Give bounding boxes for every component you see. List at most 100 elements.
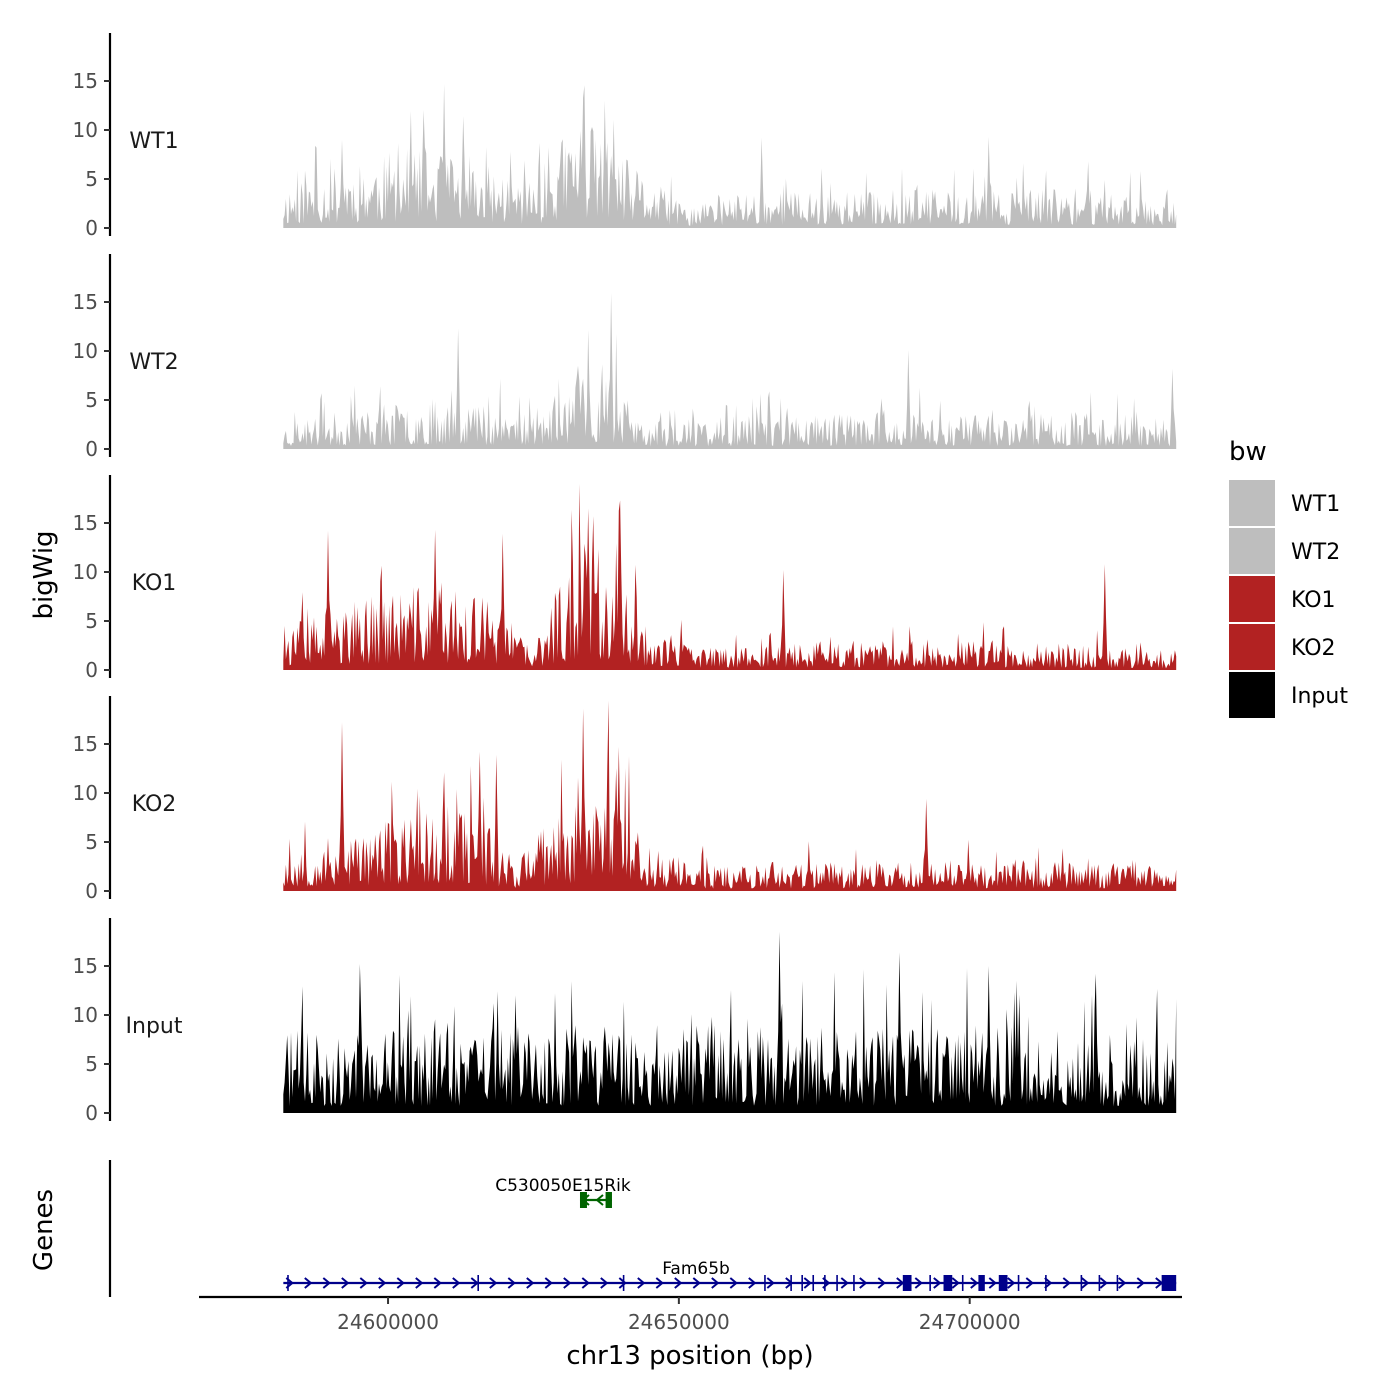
legend-swatch-wt2 [1229, 528, 1275, 574]
strand-arrow [1099, 1277, 1108, 1289]
legend: bw WT1 WT2 KO1 KO2 Input [1229, 437, 1348, 718]
y-tick-label: 15 [73, 69, 98, 93]
x-tick-label: 24700000 [919, 1310, 1021, 1334]
gene-label: C530050E15Rik [495, 1176, 631, 1196]
signal-tracks: 0 5 10 15 WT1 0 5 10 15 WT2 0 5 10 15 KO1 0 5 10 15 KO2 0 5 10… [73, 33, 1177, 1125]
y-tick-label: 0 [85, 879, 98, 903]
strand-arrow [1118, 1277, 1127, 1289]
gene-c530050e15rik: C530050E15Rik [495, 1176, 631, 1208]
y-tick-label: 0 [85, 658, 98, 682]
strand-arrow [711, 1277, 720, 1289]
strand-arrow [507, 1277, 516, 1289]
strand-arrow [859, 1277, 868, 1289]
genes-axis-title: Genes [29, 1189, 59, 1271]
y-tick-label: 5 [85, 388, 98, 412]
strand-arrow [988, 1277, 997, 1289]
y-tick-label: 5 [85, 830, 98, 854]
strand-arrow [618, 1277, 627, 1289]
legend-label-wt1: WT1 [1291, 492, 1340, 517]
strand-arrow [1007, 1277, 1016, 1289]
gene-fam65b: Fam65b [283, 1259, 1177, 1291]
track-label: Input [126, 1014, 183, 1039]
track-label: WT2 [129, 350, 178, 375]
track-label: KO2 [132, 792, 177, 817]
gene-label: Fam65b [662, 1259, 730, 1279]
strand-arrow [655, 1277, 664, 1289]
strand-arrow [840, 1277, 849, 1289]
gene-track: Genes C530050E15Rik Fam65b [29, 1160, 1177, 1297]
y-axis-title: bigWig [29, 530, 59, 619]
gene-exon [579, 1192, 587, 1208]
y-tick-label: 10 [73, 1003, 98, 1027]
strand-arrow [595, 1194, 604, 1206]
strand-arrow [970, 1277, 979, 1289]
legend-swatch-ko1 [1229, 576, 1275, 622]
strand-arrow [914, 1277, 923, 1289]
track-ko1: 0 5 10 15 KO1 [73, 475, 1177, 682]
signal-area-input [283, 931, 1177, 1113]
y-tick-label: 15 [73, 290, 98, 314]
x-tick-label: 24600000 [337, 1310, 439, 1334]
signal-area-ko2 [283, 700, 1177, 891]
x-tick-label: 24650000 [628, 1310, 730, 1334]
strand-arrow [1136, 1277, 1145, 1289]
strand-arrow [581, 1277, 590, 1289]
y-tick-label: 0 [85, 216, 98, 240]
y-tick-label: 5 [85, 167, 98, 191]
legend-label-input: Input [1291, 684, 1348, 709]
strand-arrow [1062, 1277, 1071, 1289]
track-ko2: 0 5 10 15 KO2 [73, 696, 1177, 903]
strand-arrow [322, 1277, 331, 1289]
gene-exon [998, 1275, 1008, 1291]
strand-arrow [341, 1277, 350, 1289]
gene-exon [605, 1192, 612, 1208]
strand-arrow [637, 1277, 646, 1289]
strand-arrow [692, 1277, 701, 1289]
gene-exon [978, 1275, 985, 1291]
signal-area-wt1 [283, 83, 1177, 229]
strand-arrow [600, 1277, 609, 1289]
strand-arrow [951, 1277, 960, 1289]
legend-swatch-wt1 [1229, 480, 1275, 526]
strand-arrow [803, 1277, 812, 1289]
strand-arrow [470, 1277, 479, 1289]
track-input: 0 5 10 15 Input [73, 918, 1177, 1125]
y-tick-label: 5 [85, 609, 98, 633]
legend-title: bw [1229, 437, 1267, 467]
legend-label-ko1: KO1 [1291, 588, 1336, 613]
x-axis: chr13 position (bp) 24600000 24650000 2470… [199, 1295, 1182, 1371]
strand-arrow [415, 1277, 424, 1289]
y-tick-label: 15 [73, 511, 98, 535]
strand-arrow [544, 1277, 553, 1289]
strand-arrow [748, 1277, 757, 1289]
track-label: WT1 [129, 129, 178, 154]
strand-arrow [877, 1277, 886, 1289]
strand-arrow [563, 1277, 572, 1289]
track-wt2: 0 5 10 15 WT2 [73, 254, 1177, 461]
y-tick-label: 10 [73, 118, 98, 142]
y-tick-label: 0 [85, 437, 98, 461]
strand-arrow [433, 1277, 442, 1289]
y-tick-label: 10 [73, 339, 98, 363]
strand-arrow [359, 1277, 368, 1289]
gene-exon [1161, 1275, 1177, 1291]
strand-arrow [378, 1277, 387, 1289]
strand-arrow [1044, 1277, 1053, 1289]
y-tick-label: 10 [73, 560, 98, 584]
strand-arrow [933, 1277, 942, 1289]
legend-swatch-input [1229, 672, 1275, 718]
strand-arrow [452, 1277, 461, 1289]
y-tick-label: 15 [73, 732, 98, 756]
y-tick-label: 10 [73, 781, 98, 805]
x-axis-title: chr13 position (bp) [566, 1341, 813, 1371]
gene-exon [902, 1275, 912, 1291]
strand-arrow [489, 1277, 498, 1289]
strand-arrow [729, 1277, 738, 1289]
y-tick-label: 0 [85, 1101, 98, 1125]
strand-arrow [304, 1277, 313, 1289]
legend-label-wt2: WT2 [1291, 540, 1340, 565]
y-tick-label: 15 [73, 954, 98, 978]
strand-arrow [896, 1277, 905, 1289]
legend-label-ko2: KO2 [1291, 636, 1336, 661]
